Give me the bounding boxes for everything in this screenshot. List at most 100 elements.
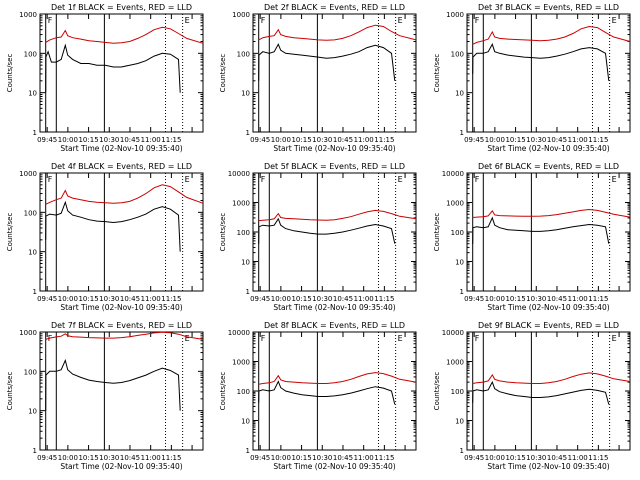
y-tick-label: 1000: [232, 200, 250, 208]
y-tick-label: 1: [460, 447, 464, 455]
flag-marker-label: F: [48, 16, 53, 25]
y-tick-label: 100: [451, 50, 464, 58]
x-tick-label: 09:45: [37, 295, 57, 303]
x-axis-label: Start Time (02-Nov-10 09:35:40): [487, 462, 609, 471]
chart-panel-3: Det 3f BLACK = Events, RED = LLD 1 10 100 10…: [433, 3, 631, 153]
x-tick-label: 10:30: [99, 454, 119, 462]
y-axis-label: Counts/sec: [433, 372, 441, 411]
y-tick-label: 100: [237, 229, 250, 237]
x-tick-label: 10:15: [505, 295, 525, 303]
x-tick-label: 10:00: [485, 136, 505, 144]
x-tick-label: 11:00: [354, 295, 374, 303]
y-tick-label: 10000: [228, 170, 250, 178]
y-tick-label: 1: [33, 447, 37, 455]
y-axis-label: Counts/sec: [6, 213, 14, 252]
flag-marker-label: E: [185, 334, 190, 343]
x-tick-label: 10:45: [120, 295, 140, 303]
flag-marker-label: F: [475, 334, 480, 343]
x-tick-label: 09:45: [464, 295, 484, 303]
y-tick-label: 1000: [19, 11, 37, 19]
y-tick-label: 1: [246, 288, 250, 296]
flag-marker-label: F: [261, 334, 266, 343]
x-tick-label: 11:15: [588, 295, 608, 303]
y-tick-label: 100: [237, 50, 250, 58]
y-axis-label: Counts/sec: [219, 54, 227, 93]
y-tick-label: 100: [24, 368, 37, 376]
x-tick-label: 10:45: [120, 136, 140, 144]
y-tick-label: 10000: [442, 329, 464, 337]
x-tick-label: 09:45: [250, 136, 270, 144]
y-tick-label: 100: [24, 50, 37, 58]
y-tick-label: 1: [460, 129, 464, 137]
y-tick-label: 1000: [232, 359, 250, 367]
x-axis-label: Start Time (02-Nov-10 09:35:40): [273, 144, 395, 153]
y-tick-label: 1000: [446, 359, 464, 367]
y-tick-label: 1: [246, 447, 250, 455]
flag-marker-label: F: [261, 175, 266, 184]
x-tick-label: 11:00: [354, 136, 374, 144]
x-tick-label: 10:45: [333, 295, 353, 303]
chart-title: Det 4f BLACK = Events, RED = LLD: [51, 162, 192, 171]
chart-panel-8: Det 8f BLACK = Events, RED = LLD 1 10 100 10…: [219, 321, 417, 471]
flag-marker-label: F: [261, 16, 266, 25]
x-tick-label: 10:15: [505, 136, 525, 144]
x-axis-label: Start Time (02-Nov-10 09:35:40): [273, 462, 395, 471]
x-axis-label: Start Time (02-Nov-10 09:35:40): [60, 144, 182, 153]
x-tick-label: 10:00: [271, 295, 291, 303]
chart-title: Det 1f BLACK = Events, RED = LLD: [51, 3, 192, 12]
y-tick-label: 100: [451, 388, 464, 396]
x-tick-label: 11:15: [374, 136, 394, 144]
x-tick-label: 10:30: [312, 136, 332, 144]
flag-marker-label: E: [612, 175, 617, 184]
x-tick-label: 10:30: [526, 295, 546, 303]
x-tick-label: 11:00: [141, 454, 161, 462]
series-lld-line: [258, 24, 417, 41]
series-lld-line: [258, 372, 417, 385]
chart-panel-7: Det 7f BLACK = Events, RED = LLD 1 10 100 10…: [6, 321, 204, 471]
x-tick-label: 10:45: [547, 295, 567, 303]
x-tick-label: 10:30: [99, 136, 119, 144]
chart-title: Det 6f BLACK = Events, RED = LLD: [478, 162, 619, 171]
x-tick-label: 10:15: [291, 454, 311, 462]
y-tick-label: 1000: [19, 170, 37, 178]
x-tick-label: 10:45: [547, 136, 567, 144]
x-tick-label: 10:15: [78, 454, 98, 462]
plot-frame: [39, 331, 204, 451]
x-tick-label: 10:00: [271, 454, 291, 462]
series-events-line: [258, 217, 396, 244]
flag-marker-label: E: [398, 334, 403, 343]
y-tick-label: 10: [28, 90, 37, 98]
series-lld-line: [472, 372, 631, 384]
series-events-line: [472, 380, 610, 405]
flag-marker-label: F: [475, 175, 480, 184]
y-tick-label: 1000: [19, 329, 37, 337]
x-axis-label: Start Time (02-Nov-10 09:35:40): [273, 303, 395, 312]
x-tick-label: 11:00: [568, 454, 588, 462]
x-axis-label: Start Time (02-Nov-10 09:35:40): [487, 144, 609, 153]
y-tick-label: 1: [460, 288, 464, 296]
y-axis-label: Counts/sec: [433, 54, 441, 93]
series-lld-line: [45, 331, 204, 340]
x-tick-label: 10:45: [547, 454, 567, 462]
x-axis-label: Start Time (02-Nov-10 09:35:40): [487, 303, 609, 312]
chart-title: Det 9f BLACK = Events, RED = LLD: [478, 321, 619, 330]
x-tick-label: 10:00: [58, 136, 78, 144]
x-tick-label: 11:15: [161, 295, 181, 303]
x-tick-label: 10:00: [271, 136, 291, 144]
x-tick-label: 11:00: [354, 454, 374, 462]
x-tick-label: 10:30: [526, 136, 546, 144]
x-tick-label: 10:45: [120, 454, 140, 462]
plot-frame: [466, 13, 631, 133]
plot-frame: [466, 331, 631, 451]
x-tick-label: 10:15: [78, 136, 98, 144]
chart-title: Det 7f BLACK = Events, RED = LLD: [51, 321, 192, 330]
y-tick-label: 10: [455, 259, 464, 267]
x-tick-label: 10:00: [485, 295, 505, 303]
y-tick-label: 100: [237, 388, 250, 396]
y-tick-label: 1000: [232, 11, 250, 19]
chart-title: Det 8f BLACK = Events, RED = LLD: [264, 321, 405, 330]
y-tick-label: 100: [24, 209, 37, 217]
series-lld-line: [472, 208, 631, 218]
y-tick-label: 10: [455, 90, 464, 98]
flag-marker-label: E: [398, 16, 403, 25]
